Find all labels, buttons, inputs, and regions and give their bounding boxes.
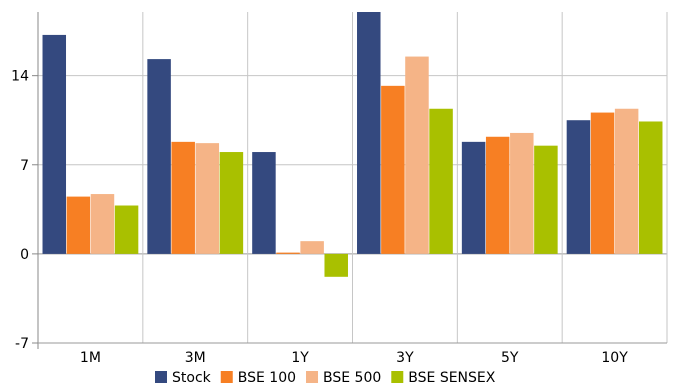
legend-swatch [306, 371, 319, 383]
bar-bse-sensex-1y [324, 253, 348, 277]
x-tick-label: 3Y [396, 350, 414, 366]
legend-item-bse-500: BSE 500 [306, 370, 381, 386]
bar-bse-100-10y [590, 112, 615, 254]
x-tick-label: 5Y [501, 350, 519, 366]
legend-label: Stock [172, 370, 212, 386]
y-tick-label: 0 [20, 247, 29, 263]
bar-bse-500-1m [90, 194, 115, 254]
bar-bse-sensex-1m [114, 205, 139, 254]
bar-stock-3y [357, 12, 381, 254]
bar-bse-500-10y [614, 108, 639, 254]
bar-bse-500-1y [300, 241, 324, 254]
y-tick-label: 7 [20, 158, 29, 174]
bar-bse-sensex-3y [429, 108, 453, 254]
legend-swatch [391, 371, 404, 383]
x-tick-label: 1Y [291, 350, 309, 366]
bars [42, 12, 663, 277]
legend-item-bse-sensex: BSE SENSEX [391, 370, 496, 386]
bar-bse-100-3y [381, 85, 405, 254]
x-tick-label: 1M [80, 350, 101, 366]
bar-stock-1m [42, 34, 67, 254]
bar-stock-5y [461, 141, 486, 254]
x-tick-label: 3M [185, 350, 206, 366]
bar-stock-1y [252, 152, 276, 254]
bar-bse-sensex-5y [534, 145, 558, 254]
bar-bse-100-5y [485, 136, 510, 254]
bar-bse-500-3m [195, 143, 220, 254]
bar-bse-100-1y [276, 252, 300, 254]
bar-bse-500-3y [405, 56, 429, 254]
bar-stock-10y [566, 120, 591, 254]
y-tick-label: 14 [11, 69, 29, 85]
bar-bse-100-3m [171, 141, 195, 254]
legend-label: BSE 500 [323, 370, 381, 386]
bar-bse-sensex-10y [638, 121, 663, 254]
y-tick-labels: -7 0 7 14 [11, 69, 29, 352]
bar-stock-3m [147, 59, 171, 254]
bar-bse-100-1m [66, 196, 91, 254]
y-tick-label: -7 [15, 336, 29, 352]
legend-label: BSE SENSEX [408, 370, 495, 386]
legend-swatch [220, 371, 233, 383]
legend-label: BSE 100 [238, 370, 296, 386]
x-tick-label: 10Y [601, 350, 628, 366]
legend-item-stock: Stock [155, 370, 212, 386]
legend-item-bse-100: BSE 100 [220, 370, 296, 386]
legend-swatch [155, 371, 167, 383]
bar-bse-sensex-3m [219, 152, 244, 254]
axes [32, 12, 667, 349]
x-tick-labels: 1M 3M 1Y 3Y 5Y 10Y [80, 350, 628, 366]
legend: Stock BSE 100 BSE 500 BSE SENSEX [155, 370, 496, 386]
bar-bse-500-5y [510, 132, 534, 254]
